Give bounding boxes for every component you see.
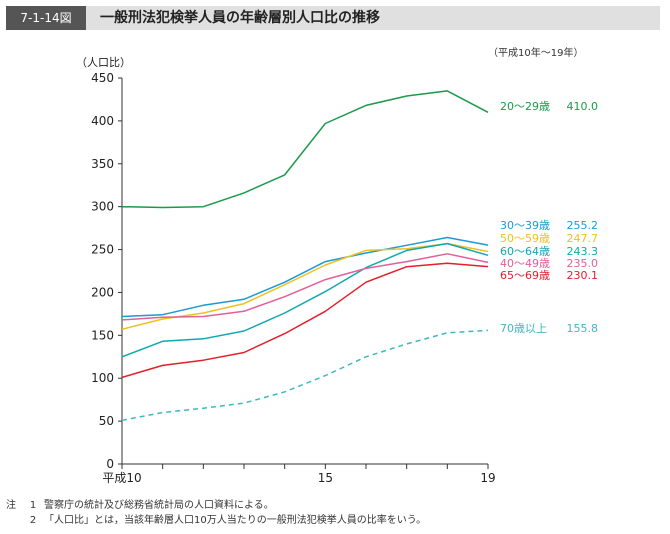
period-note: （平成10年～19年）: [488, 48, 584, 59]
series-end-value: 243.3: [567, 245, 599, 258]
figure-id: 7-1-14図: [6, 6, 86, 30]
footnote-number: 1: [29, 500, 37, 511]
footnote-text: 「人口比」とは，当該年齢層人口10万人当たりの一般刑法犯検挙人員の比率をいう。: [44, 515, 427, 526]
y-tick-label: 50: [99, 414, 114, 428]
series-line: [121, 242, 489, 358]
series-name-label: 70歳以上: [500, 322, 547, 335]
series-end-value: 235.0: [567, 257, 599, 270]
y-tick-label: 450: [91, 71, 114, 85]
footnote-number: 2: [29, 515, 37, 526]
series-end-value: 255.2: [567, 219, 599, 232]
footnote-text: 警察庁の統計及び総務省統計局の人口資料による。: [44, 500, 274, 511]
x-tick-label: 15: [318, 471, 333, 485]
series-name-label: 20～29歳: [500, 100, 550, 113]
figure-header: 7-1-14図 一般刑法犯検挙人員の年齢層別人口比の推移: [6, 6, 660, 30]
series-line: [121, 242, 489, 331]
footnote-prefix: 注: [6, 500, 16, 511]
footnotes: 注 1 警察庁の統計及び総務省統計局の人口資料による。 2 「人口比」とは，当該年齢層…: [6, 498, 426, 528]
x-tick-label: 平成10: [102, 471, 141, 485]
series-name-label: 30～39歳: [500, 219, 550, 232]
series-name-label: 60～64歳: [500, 245, 550, 258]
x-tick-label: 19: [480, 471, 495, 485]
y-tick-label: 400: [91, 114, 114, 128]
series-end-value: 410.0: [567, 100, 599, 113]
y-tick-label: 100: [91, 371, 114, 385]
series-line: [121, 253, 489, 321]
y-tick-label: 300: [91, 200, 114, 214]
footnote-2: 2 「人口比」とは，当該年齢層人口10万人当たりの一般刑法犯検挙人員の比率をいう。: [6, 513, 426, 528]
series-name-label: 40～49歳: [500, 257, 550, 270]
y-axis-label: （人口比）: [76, 56, 131, 69]
series-end-value: 230.1: [567, 269, 599, 282]
series-line: [121, 236, 489, 318]
y-tick-label: 0: [106, 457, 114, 471]
footnote-1: 注 1 警察庁の統計及び総務省統計局の人口資料による。: [6, 498, 426, 513]
series-name-label: 65～69歳: [500, 269, 550, 282]
series-name-label: 50～59歳: [500, 232, 550, 245]
series-line: [121, 262, 489, 379]
series-end-value: 247.7: [567, 232, 599, 245]
figure-title: 一般刑法犯検挙人員の年齢層別人口比の推移: [100, 10, 380, 26]
series-end-value: 155.8: [567, 322, 599, 335]
y-tick-label: 250: [91, 243, 114, 257]
series-line: [121, 329, 489, 422]
y-tick-label: 200: [91, 285, 114, 299]
y-tick-label: 350: [91, 157, 114, 171]
y-tick-label: 150: [91, 328, 114, 342]
series-line: [121, 90, 489, 209]
